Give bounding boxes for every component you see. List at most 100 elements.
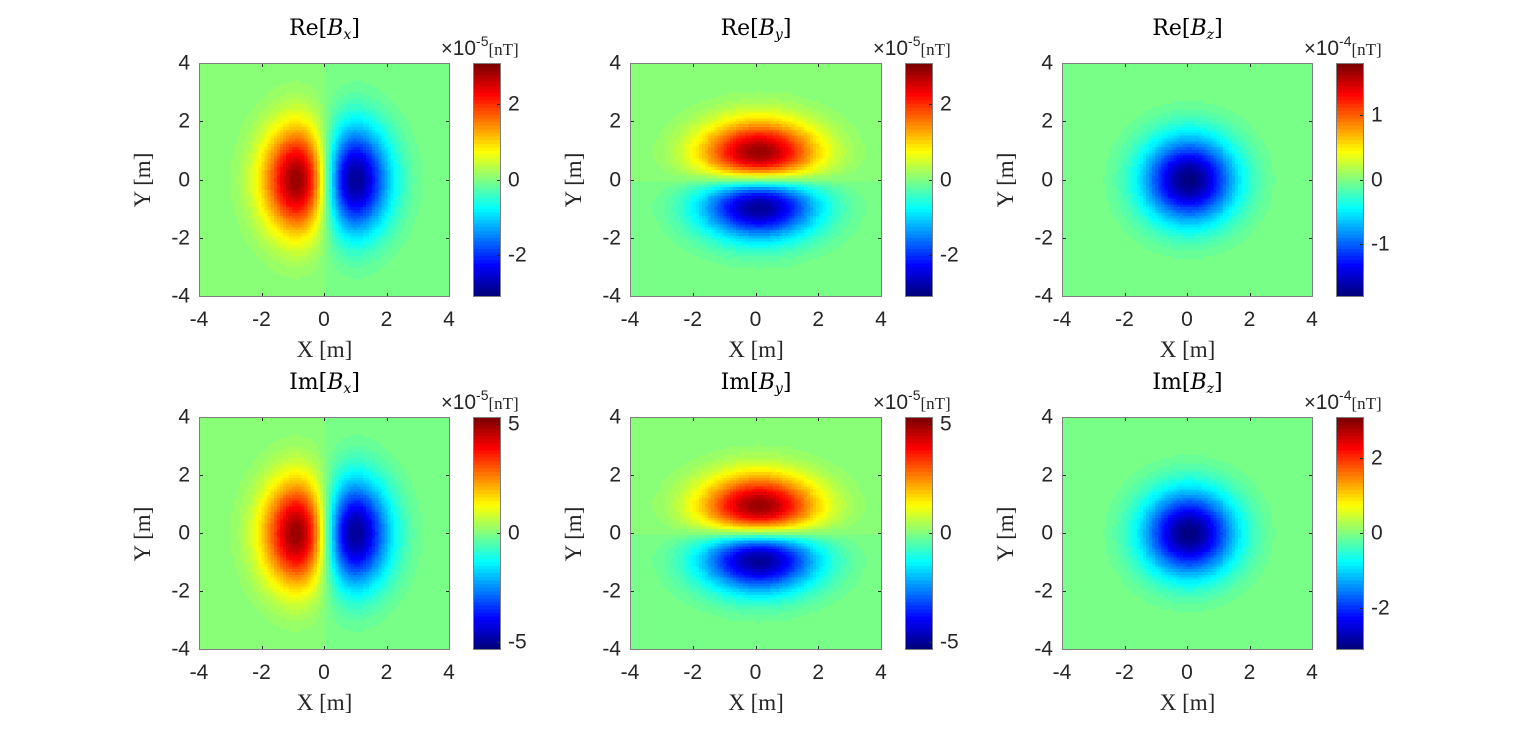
colorbar-tick-mark [929, 642, 932, 644]
colorbar-tick-mark [929, 254, 932, 256]
x-tick-label: 0 [749, 308, 762, 331]
y-tick-mark [878, 179, 881, 181]
x-tick-label: -2 [683, 661, 703, 684]
y-tick-label: -2 [171, 579, 190, 603]
x-tick-label: 4 [875, 308, 887, 331]
x-tick-mark [261, 64, 263, 67]
chart-title: Im[Bx] [289, 370, 360, 397]
x-tick-mark [1187, 293, 1188, 296]
y-tick-mark [878, 591, 881, 592]
colorbar-tick-mark [929, 104, 932, 106]
colorbar-tick-label: 2 [1371, 446, 1383, 470]
x-tick-mark [386, 418, 388, 421]
x-tick-mark [324, 64, 325, 67]
x-tick-mark [386, 646, 388, 649]
x-tick-mark [1249, 646, 1251, 649]
colorbar-tick-mark [1360, 533, 1363, 534]
colorbar-tick-mark [497, 179, 500, 181]
colorbar-exponent-label: ×10-5[nT] [873, 387, 951, 414]
x-tick-label: -4 [189, 308, 209, 331]
y-tick-mark [631, 475, 634, 476]
chart-title: Re[Bx] [289, 16, 360, 43]
y-tick-mark [1309, 475, 1312, 476]
y-tick-mark [200, 179, 203, 181]
y-tick-label: 2 [1041, 463, 1053, 487]
x-axis-label: X [m] [1159, 337, 1216, 362]
y-tick-mark [446, 121, 449, 123]
y-tick-mark [631, 591, 634, 592]
x-tick-label: -4 [1052, 308, 1072, 331]
x-tick-mark [692, 418, 694, 421]
heatmap-canvas [1063, 64, 1312, 296]
colorbar-tick-label: 0 [940, 168, 952, 191]
x-tick-mark [1187, 646, 1188, 649]
colorbar-tick-mark [1360, 179, 1363, 181]
x-tick-mark [818, 293, 820, 296]
x-tick-mark [324, 418, 325, 421]
x-tick-mark [1249, 293, 1251, 296]
x-tick-mark [818, 64, 820, 67]
y-tick-label: -4 [602, 284, 621, 308]
x-axis-label: X [m] [1159, 690, 1216, 715]
colorbar-gradient [1337, 418, 1363, 649]
colorbar-tick-mark [1360, 114, 1363, 116]
x-tick-label: 0 [1181, 308, 1193, 331]
y-tick-label: 2 [178, 109, 190, 133]
y-tick-label: 4 [1041, 51, 1053, 75]
x-tick-label: 0 [749, 661, 762, 684]
x-tick-mark [261, 293, 263, 296]
x-tick-mark [692, 646, 694, 649]
x-tick-mark [324, 293, 325, 296]
x-tick-mark [386, 64, 388, 67]
y-tick-label: 0 [1041, 168, 1053, 191]
y-tick-label: -2 [1034, 579, 1053, 603]
colorbar-exponent-label: ×10-5[nT] [873, 33, 951, 60]
y-tick-mark [200, 237, 203, 239]
y-axis-label: Y [m] [993, 152, 1018, 208]
colorbar-tick-label: -2 [508, 243, 527, 267]
x-tick-mark [261, 418, 263, 421]
colorbar-gradient [906, 418, 932, 649]
y-tick-label: 0 [178, 521, 190, 545]
y-tick-label: 0 [609, 521, 621, 545]
colorbar-tick-label: -1 [1371, 232, 1390, 256]
colorbar-tick-mark [1360, 458, 1363, 460]
x-tick-label: 4 [875, 661, 887, 684]
colorbar-tick-label: 0 [1371, 168, 1383, 191]
colorbar-tick-label: 0 [508, 168, 520, 191]
heatmap-canvas [200, 418, 449, 649]
y-tick-mark [631, 533, 634, 534]
y-tick-label: 4 [609, 405, 621, 429]
y-tick-label: 2 [609, 109, 621, 133]
x-tick-mark [755, 293, 757, 296]
x-tick-label: 2 [812, 661, 825, 684]
colorbar-tick-mark [497, 104, 500, 106]
colorbar [905, 417, 933, 650]
x-tick-mark [1187, 418, 1188, 421]
y-tick-mark [200, 121, 203, 123]
y-tick-mark [631, 121, 634, 123]
x-tick-label: 2 [1243, 661, 1256, 684]
y-axis-label: Y [m] [993, 506, 1018, 561]
colorbar-tick-label: 0 [508, 521, 520, 545]
colorbar [473, 417, 501, 650]
y-tick-mark [446, 475, 449, 476]
x-tick-label: -2 [252, 661, 271, 684]
y-tick-label: 0 [1041, 521, 1053, 545]
y-axis-label: Y [m] [130, 152, 155, 208]
heatmap-canvas [631, 418, 881, 649]
colorbar-tick-label: 1 [1371, 103, 1383, 127]
y-tick-mark [878, 121, 881, 123]
y-axis-label: Y [m] [561, 152, 586, 208]
y-tick-mark [446, 179, 449, 181]
y-axis-label: Y [m] [130, 506, 155, 561]
heatmap-canvas [200, 64, 449, 296]
x-tick-mark [1249, 64, 1251, 67]
y-tick-mark [446, 591, 449, 592]
y-tick-label: -4 [1034, 284, 1053, 308]
y-tick-label: -4 [171, 284, 190, 308]
x-tick-mark [755, 646, 757, 649]
x-tick-mark [261, 646, 263, 649]
colorbar-tick-mark [929, 533, 932, 534]
y-tick-mark [631, 237, 634, 239]
